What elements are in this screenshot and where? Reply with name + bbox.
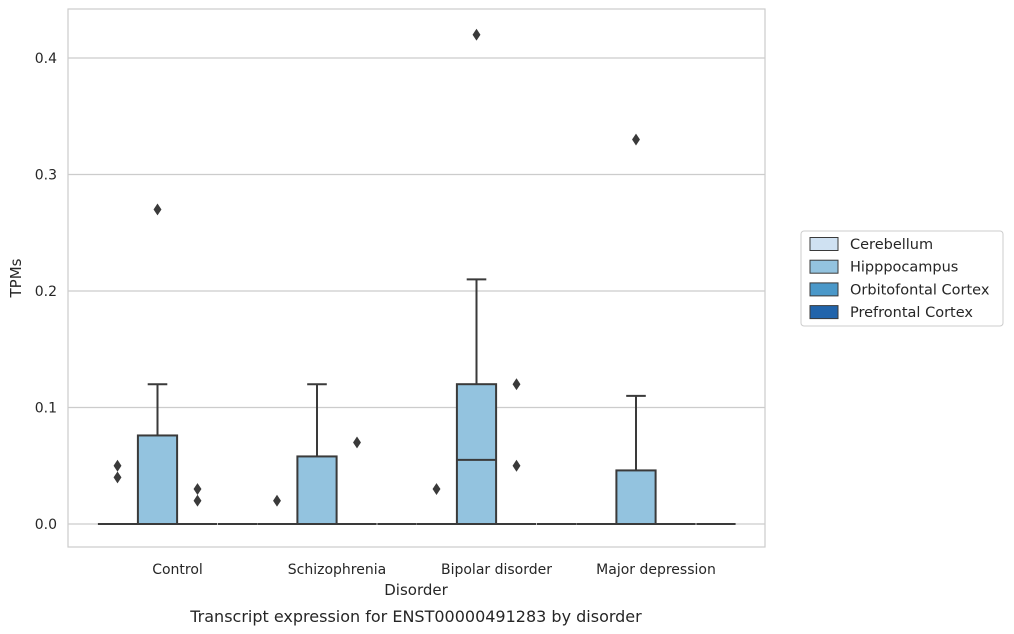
legend-swatch [809, 259, 839, 274]
legend-swatch [809, 282, 839, 297]
outlier-point [113, 459, 122, 472]
box-body [615, 469, 657, 526]
box-body [296, 455, 338, 525]
legend-items: Cerebellum Hipppocampus Orbitofontal Corte… [809, 237, 990, 321]
y-tick-label: 0.2 [35, 284, 57, 300]
outlier-point [113, 471, 122, 484]
outlier-point [273, 494, 281, 507]
legend-label: Prefrontal Cortex [850, 305, 973, 321]
outlier-point [432, 483, 441, 495]
y-tick-labels: 0.0 0.1 0.2 0.3 0.4 [35, 51, 57, 533]
outlier-point [512, 378, 521, 391]
outlier-point [193, 494, 202, 507]
legend-swatch [809, 305, 839, 320]
outlier-point [193, 483, 202, 495]
box-hipppocampus [455, 28, 498, 526]
x-axis-title: Disorder [384, 581, 448, 599]
y-axis-title: TPMs [7, 258, 25, 298]
plot-area-border [67, 8, 766, 548]
legend-frame [800, 230, 1004, 327]
legend-swatch [809, 237, 839, 251]
x-tick-label: Schizophrenia [288, 562, 386, 578]
outlier-point [632, 133, 640, 146]
y-tick-label: 0.1 [35, 401, 57, 417]
legend: Cerebellum Hipppocampus Orbitofontal Corte… [800, 230, 1004, 327]
y-tick-label: 0.3 [35, 168, 57, 184]
outlier-point [512, 459, 521, 472]
legend-label: Cerebellum [850, 237, 933, 253]
box-body [455, 383, 498, 526]
x-tick-label: Control [152, 562, 203, 578]
y-tick-label: 0.0 [35, 517, 57, 533]
outlier-point [472, 28, 481, 41]
x-tick-label: Bipolar disorder [441, 562, 552, 578]
x-tick-labels: Control Schizophrenia Bipolar disorder Majo… [152, 562, 716, 578]
box-hipppocampus [296, 383, 338, 525]
outlier-point [353, 436, 361, 449]
box-hipppocampus [136, 203, 179, 525]
outlier-point [153, 203, 162, 216]
legend-label: Orbitofontal Cortex [850, 282, 990, 298]
box-hipppocampus [615, 133, 657, 526]
boxes [97, 28, 736, 526]
chart-caption: Transcript expression for ENST0000049128… [189, 607, 642, 626]
x-tick-label: Major depression [596, 562, 716, 578]
y-tick-label: 0.4 [35, 51, 57, 67]
legend-label: Hipppocampus [850, 260, 958, 276]
box-body [136, 434, 179, 525]
